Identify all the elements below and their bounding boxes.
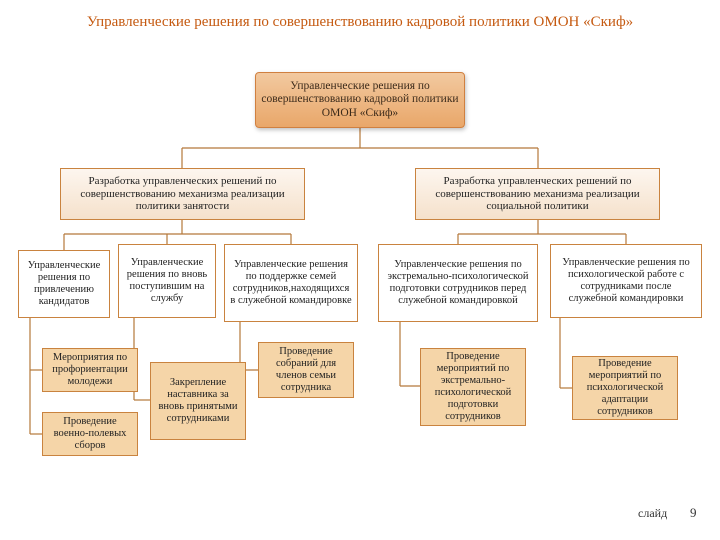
leaf-psych-adapt: Проведение мероприятий по психологическо… [572, 356, 678, 420]
node-psych-post: Управленческие решения по психологическо… [550, 244, 702, 318]
leaf-orientation: Мероприятия по профориентации молодежи [42, 348, 138, 392]
footer-page-number: 9 [690, 505, 697, 521]
node-new-hires: Управленческие решения по вновь поступив… [118, 244, 216, 318]
leaf-psych-train: Проведение мероприятий по экстремально-п… [420, 348, 526, 426]
node-branch-social: Разработка управленческих решений по сов… [415, 168, 660, 220]
node-recruitment: Управленческие решения по привлечению ка… [18, 250, 110, 318]
node-family-support: Управленческие решения по поддержке семе… [224, 244, 358, 322]
node-root: Управленческие решения по совершенствова… [255, 72, 465, 128]
node-branch-employment: Разработка управленческих решений по сов… [60, 168, 305, 220]
leaf-family-meet: Проведение собраний для членов семьи сот… [258, 342, 354, 398]
leaf-mentor: Закрепление наставника за вновь принятым… [150, 362, 246, 440]
leaf-field-camps: Проведение военно-полевых сборов [42, 412, 138, 456]
slide-title: Управленческие решения по совершенствова… [20, 14, 700, 31]
footer-label: слайд [638, 506, 667, 521]
node-psych-pre: Управленческие решения по экстремально-п… [378, 244, 538, 322]
